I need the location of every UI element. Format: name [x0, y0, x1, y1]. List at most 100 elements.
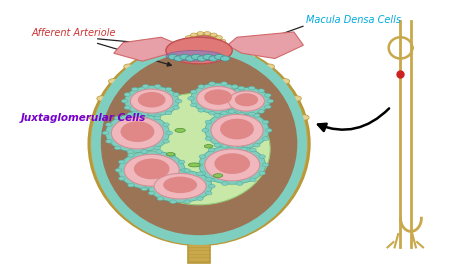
Circle shape — [215, 54, 224, 60]
Circle shape — [198, 109, 204, 112]
Ellipse shape — [148, 170, 212, 202]
Circle shape — [209, 56, 219, 61]
Circle shape — [205, 120, 212, 124]
Circle shape — [232, 109, 238, 112]
Circle shape — [182, 168, 188, 172]
Circle shape — [131, 111, 138, 115]
Circle shape — [259, 155, 265, 159]
Circle shape — [254, 114, 260, 117]
Circle shape — [162, 44, 172, 50]
Circle shape — [184, 169, 191, 173]
Circle shape — [197, 55, 204, 59]
Circle shape — [185, 51, 192, 55]
Circle shape — [155, 114, 161, 118]
Circle shape — [168, 54, 178, 60]
Circle shape — [115, 168, 122, 172]
Circle shape — [109, 79, 118, 84]
Circle shape — [259, 171, 265, 175]
Circle shape — [205, 191, 212, 195]
Circle shape — [227, 44, 236, 50]
Circle shape — [128, 153, 134, 157]
Circle shape — [214, 143, 220, 147]
Circle shape — [163, 123, 169, 127]
Circle shape — [204, 55, 210, 59]
Circle shape — [237, 144, 243, 148]
Circle shape — [157, 197, 164, 201]
Circle shape — [118, 177, 125, 180]
Circle shape — [205, 40, 215, 46]
Circle shape — [141, 187, 147, 191]
Ellipse shape — [228, 91, 264, 111]
Ellipse shape — [220, 119, 254, 139]
Circle shape — [197, 197, 203, 201]
Circle shape — [178, 177, 185, 180]
Circle shape — [163, 139, 169, 143]
Circle shape — [185, 36, 192, 39]
Circle shape — [121, 99, 128, 103]
Ellipse shape — [188, 36, 219, 55]
Circle shape — [142, 52, 151, 58]
Ellipse shape — [199, 146, 265, 184]
Circle shape — [142, 114, 149, 118]
Ellipse shape — [163, 177, 197, 193]
Circle shape — [141, 113, 148, 116]
Ellipse shape — [166, 51, 223, 61]
Circle shape — [220, 43, 227, 47]
Circle shape — [114, 146, 121, 150]
Circle shape — [262, 137, 269, 140]
Circle shape — [182, 47, 189, 51]
Circle shape — [237, 182, 243, 185]
Circle shape — [191, 103, 197, 107]
Circle shape — [89, 115, 99, 120]
Circle shape — [148, 177, 155, 181]
Circle shape — [247, 52, 256, 58]
Ellipse shape — [204, 89, 232, 105]
Ellipse shape — [130, 89, 173, 113]
Circle shape — [124, 93, 131, 96]
Circle shape — [221, 144, 228, 148]
Circle shape — [262, 120, 269, 124]
Circle shape — [222, 105, 228, 109]
Circle shape — [205, 137, 212, 140]
Ellipse shape — [134, 159, 170, 179]
Polygon shape — [228, 32, 303, 59]
Circle shape — [300, 115, 309, 120]
Circle shape — [181, 43, 187, 47]
Circle shape — [250, 178, 256, 182]
Circle shape — [106, 123, 112, 127]
Ellipse shape — [213, 174, 223, 177]
Circle shape — [102, 131, 109, 135]
Circle shape — [265, 64, 274, 69]
Circle shape — [239, 90, 246, 94]
Circle shape — [174, 56, 183, 61]
Ellipse shape — [105, 114, 169, 152]
Circle shape — [216, 36, 222, 39]
Circle shape — [173, 106, 179, 110]
Ellipse shape — [211, 114, 263, 146]
Circle shape — [258, 110, 264, 113]
Circle shape — [183, 40, 193, 46]
Text: Macula Densa Cells: Macula Densa Cells — [306, 15, 401, 25]
Ellipse shape — [197, 86, 239, 110]
Circle shape — [228, 89, 235, 93]
Ellipse shape — [124, 86, 179, 117]
Ellipse shape — [118, 151, 185, 189]
Circle shape — [157, 172, 164, 176]
Circle shape — [97, 96, 106, 101]
Circle shape — [188, 97, 194, 100]
Circle shape — [142, 84, 149, 88]
Circle shape — [155, 84, 161, 88]
Circle shape — [248, 86, 255, 90]
Circle shape — [141, 150, 148, 153]
Circle shape — [214, 114, 220, 117]
Circle shape — [216, 51, 222, 55]
Ellipse shape — [204, 145, 213, 148]
Circle shape — [238, 86, 245, 90]
Circle shape — [197, 32, 204, 35]
Circle shape — [148, 191, 155, 195]
Circle shape — [169, 183, 176, 187]
Ellipse shape — [166, 152, 175, 156]
Circle shape — [156, 187, 163, 191]
Ellipse shape — [89, 43, 309, 245]
Circle shape — [202, 128, 209, 132]
